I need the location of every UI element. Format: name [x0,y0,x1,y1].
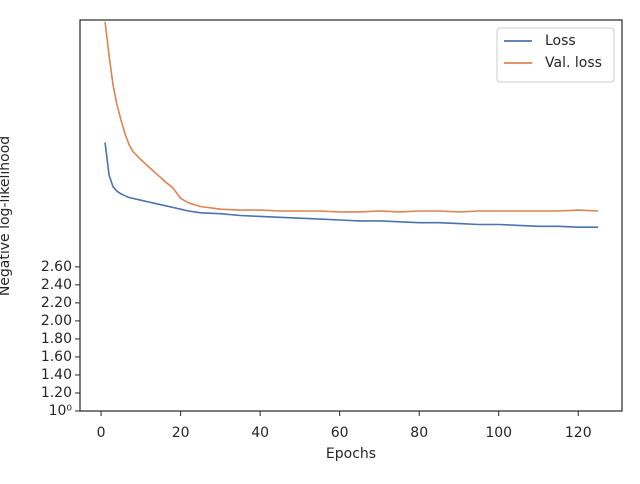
x-tick-label: 40 [251,425,269,441]
y-tick-label: 1.80 [41,331,72,347]
x-tick-label: 20 [172,425,190,441]
y-tick-label: 1.40 [41,367,72,383]
y-tick-label: 2.00 [41,313,72,329]
x-tick-label: 120 [565,425,592,441]
y-tick-label: 2.40 [41,277,72,293]
x-tick-label: 80 [410,425,428,441]
plot-frame [79,19,623,412]
x-tick-label: 100 [485,425,512,441]
y-tick-label: 1.60 [41,349,72,365]
x-tick-label: 60 [331,425,349,441]
line [104,142,599,229]
line [104,21,599,213]
x-axis-label: Epochs [326,446,376,462]
legend-label: Loss [545,33,576,49]
y-tick-label: 1.20 [41,385,72,401]
x-tick-label: 0 [97,425,106,441]
y-axis-label: Negative log-likelihood [0,136,13,296]
legend-label: Val. loss [545,55,602,71]
y-tick-label: 2.60 [41,259,72,275]
y-tick-label: 2.20 [41,295,72,311]
y-tick-label: 10⁰ [49,403,73,419]
